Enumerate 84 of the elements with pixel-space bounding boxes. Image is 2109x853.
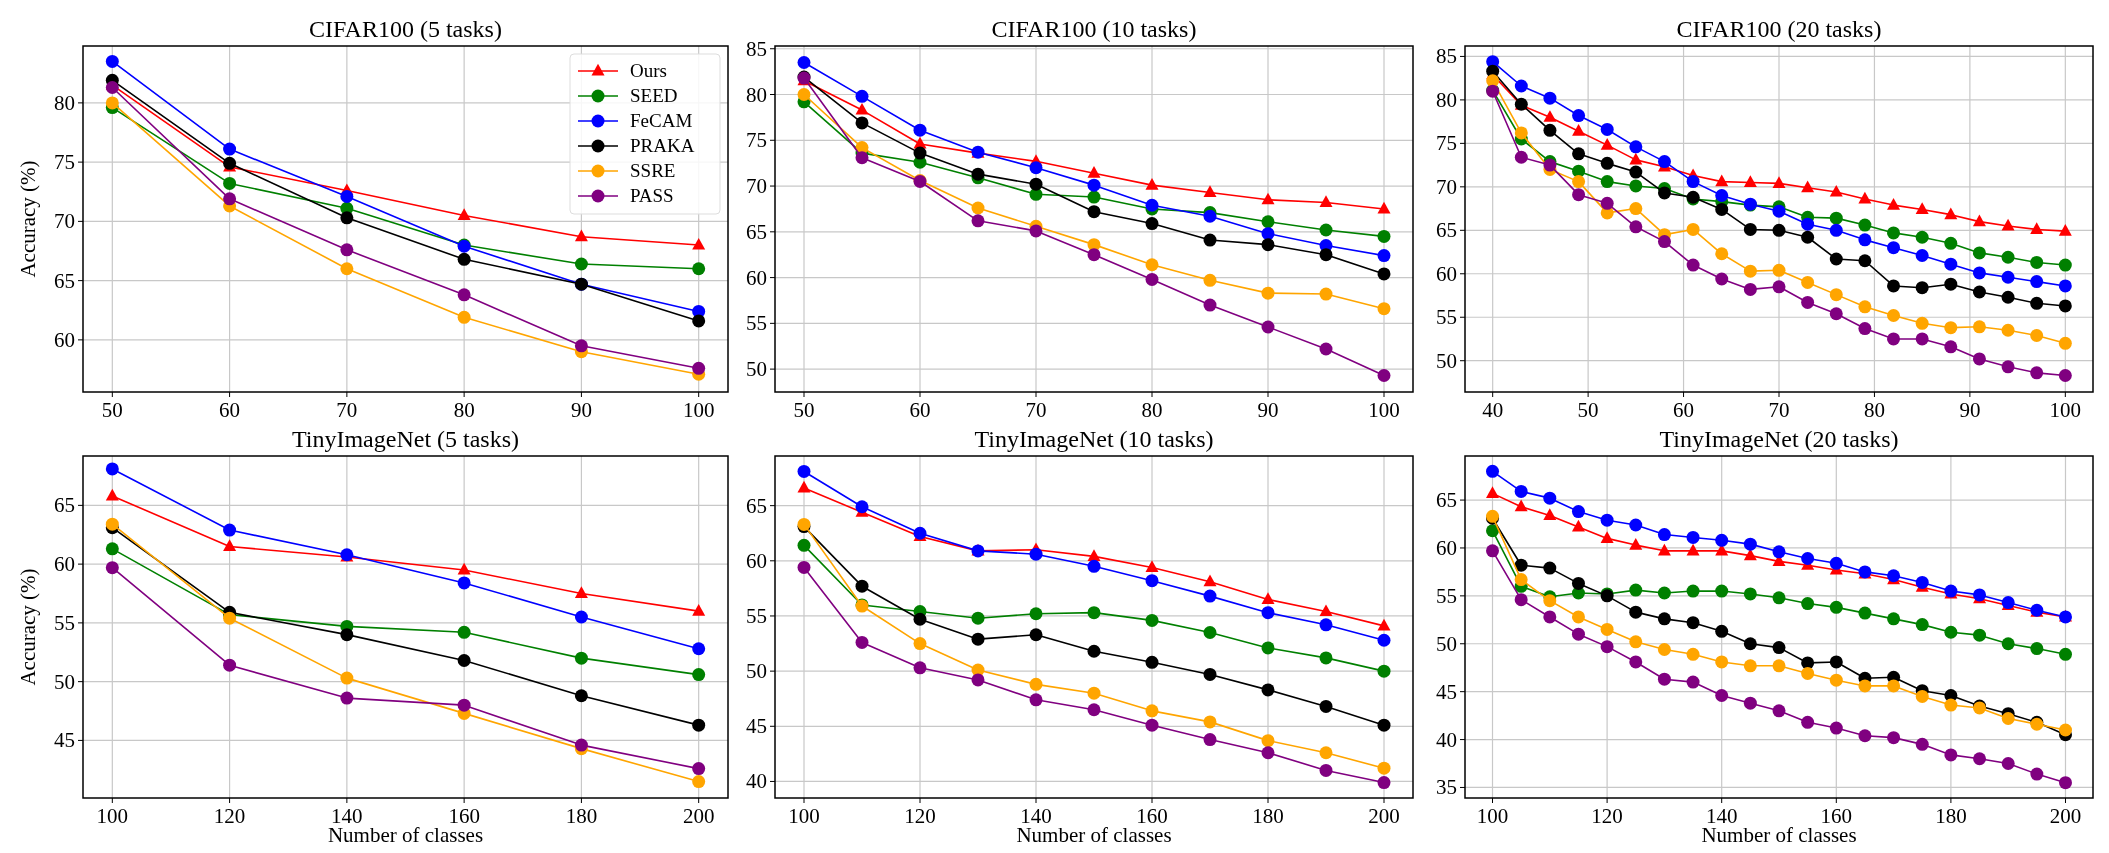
y-tick-label: 55	[1436, 305, 1457, 330]
chart-title: CIFAR100 (20 tasks)	[1676, 16, 1882, 42]
x-tick-label: 100	[96, 804, 129, 828]
y-tick-label: 65	[1436, 488, 1457, 513]
y-tick-label: 60	[54, 552, 75, 577]
x-tick-label: 120	[1591, 804, 1623, 828]
x-tick-label: 90	[570, 398, 592, 422]
y-tick-label: 70	[54, 209, 75, 234]
y-tick-label: 85	[746, 36, 767, 61]
x-tick-label: 180	[565, 804, 598, 828]
x-tick-label: 100	[2049, 398, 2082, 422]
x-tick-label: 50	[101, 398, 123, 422]
chart-title: TinyImageNet (10 tasks)	[974, 426, 1214, 452]
x-tick-label: 100	[1476, 804, 1509, 828]
y-tick-label: 75	[1436, 131, 1457, 156]
x-tick-label: 120	[904, 804, 936, 828]
x-tick-label: 70	[1768, 398, 1790, 422]
y-tick-label: 80	[746, 82, 767, 107]
y-tick-label: 75	[746, 128, 767, 153]
legend-label: PASS	[630, 185, 674, 206]
legend-label: PRAKA	[630, 135, 695, 156]
x-tick-label: 70	[1025, 398, 1047, 422]
y-tick-label: 60	[1436, 261, 1457, 286]
x-tick-label: 180	[1935, 804, 1967, 828]
x-tick-label: 60	[909, 398, 931, 422]
legend-label: Ours	[630, 60, 667, 81]
y-tick-label: 70	[746, 174, 767, 199]
chart-title: CIFAR100 (10 tasks)	[991, 16, 1197, 42]
y-tick-label: 65	[746, 219, 767, 244]
x-tick-label: 180	[1252, 804, 1284, 828]
x-tick-label: 80	[453, 398, 475, 422]
y-tick-label: 70	[1436, 174, 1457, 199]
y-tick-label: 50	[1436, 348, 1457, 373]
x-tick-label: 70	[336, 398, 358, 422]
y-tick-label: 60	[746, 265, 767, 290]
x-tick-label: 200	[2049, 804, 2082, 828]
y-tick-label: 45	[1436, 679, 1457, 704]
y-tick-label: 55	[1436, 583, 1457, 608]
y-tick-label: 50	[746, 357, 767, 382]
y-tick-label: 80	[1436, 87, 1457, 112]
x-tick-label: 50	[793, 398, 815, 422]
x-tick-label: 200	[1368, 804, 1400, 828]
y-tick-label: 55	[54, 610, 75, 635]
y-tick-label: 40	[1436, 727, 1457, 752]
y-tick-label: 65	[54, 268, 75, 293]
chart-title: TinyImageNet (5 tasks)	[291, 426, 520, 452]
x-tick-label: 60	[1673, 398, 1695, 422]
x-tick-label: 90	[1257, 398, 1279, 422]
x-tick-label: 100	[682, 398, 715, 422]
x-tick-label: 100	[1368, 398, 1400, 422]
x-tick-label: 80	[1863, 398, 1885, 422]
x-tick-label: 40	[1482, 398, 1504, 422]
y-tick-label: 55	[746, 311, 767, 336]
legend-label: SEED	[630, 85, 678, 106]
y-tick-label: 35	[1436, 775, 1457, 800]
y-tick-label: 40	[746, 769, 767, 794]
x-tick-label: 60	[219, 398, 241, 422]
y-tick-label: 80	[54, 90, 75, 115]
chart-title: CIFAR100 (5 tasks)	[309, 16, 502, 42]
y-tick-label: 50	[54, 669, 75, 694]
legend-label: FeCAM	[630, 110, 693, 131]
y-tick-label: 50	[1436, 631, 1457, 656]
x-tick-label: 120	[213, 804, 246, 828]
x-tick-label: 200	[682, 804, 715, 828]
y-tick-label: 75	[54, 150, 75, 175]
y-tick-label: 65	[1436, 218, 1457, 243]
y-tick-label: 65	[746, 493, 767, 518]
x-tick-label: 100	[788, 804, 820, 828]
y-tick-label: 45	[54, 728, 75, 753]
x-tick-label: 80	[1141, 398, 1163, 422]
y-axis-title: Accuracy (%)	[16, 160, 40, 278]
y-tick-label: 45	[746, 714, 767, 739]
y-tick-label: 65	[54, 493, 75, 518]
y-tick-label: 85	[1436, 44, 1457, 69]
x-tick-label: 90	[1959, 398, 1981, 422]
y-tick-label: 50	[746, 659, 767, 684]
y-tick-label: 60	[746, 548, 767, 573]
y-tick-label: 60	[1436, 535, 1457, 560]
x-tick-label: 50	[1577, 398, 1599, 422]
legend-label: SSRE	[630, 160, 676, 181]
y-tick-label: 60	[54, 327, 75, 352]
y-tick-label: 55	[746, 603, 767, 628]
y-axis-title: Accuracy (%)	[16, 568, 40, 686]
chart-title: TinyImageNet (20 tasks)	[1659, 426, 1899, 452]
